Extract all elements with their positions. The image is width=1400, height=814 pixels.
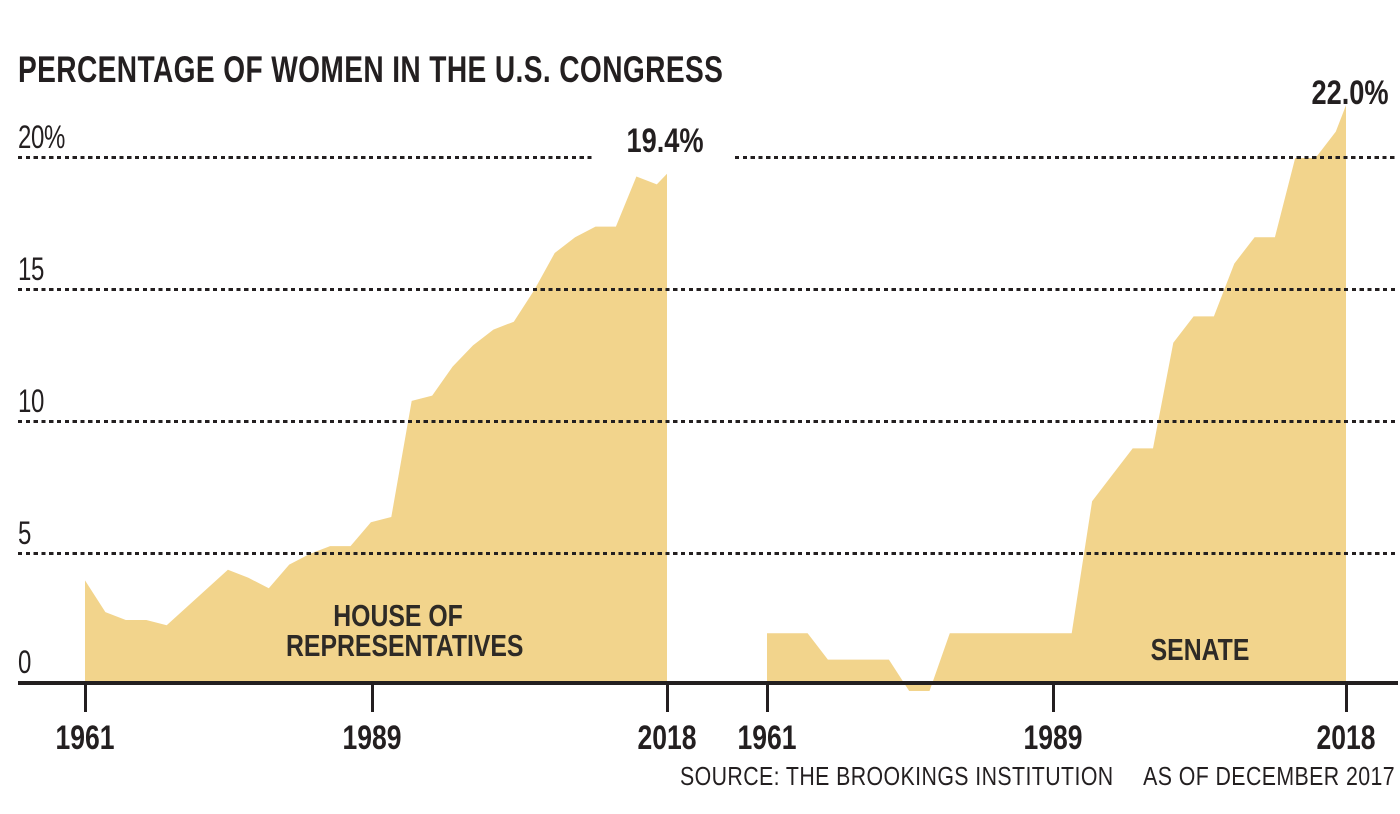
- source-note: SOURCE: THE BROOKINGS INSTITUTION AS OF …: [680, 761, 1395, 792]
- house-series-label-line1: HOUSE OF: [333, 598, 463, 633]
- senate-area-fill: [767, 105, 1346, 691]
- senate-peak-value-label: 22.0%: [1311, 74, 1389, 112]
- axis-tick-house-1961: [84, 685, 87, 712]
- gridline-20pct-right: [735, 156, 1398, 159]
- gridline-15pct: [18, 288, 1398, 291]
- axis-tick-senate-1961: [766, 685, 769, 712]
- house-series-label-line2: REPRESENTATIVES: [286, 628, 524, 663]
- y-axis-label-0: 0: [18, 644, 31, 680]
- gridline-10pct: [18, 420, 1398, 423]
- senate-series-label: SENATE: [1150, 632, 1250, 667]
- source-text: SOURCE: THE BROOKINGS INSTITUTION: [679, 761, 1114, 791]
- x-axis-label-house-2018: 2018: [637, 719, 697, 757]
- house-peak-value-label: 19.4%: [626, 122, 704, 160]
- x-axis-label-house-1961: 1961: [55, 719, 115, 757]
- axis-tick-house-2018: [666, 685, 669, 712]
- y-axis-label-5: 5: [18, 515, 31, 551]
- gridline-5pct: [18, 552, 1398, 555]
- x-axis-line: [18, 681, 1398, 685]
- x-axis-label-senate-1961: 1961: [737, 719, 797, 757]
- house-series-label: HOUSE OF REPRESENTATIVES: [286, 598, 524, 663]
- chart-title: PERCENTAGE OF WOMEN IN THE U.S. CONGRESS: [18, 49, 724, 90]
- y-axis-label-15: 15: [18, 251, 44, 287]
- x-axis-label-senate-2018: 2018: [1316, 719, 1376, 757]
- as-of-text: AS OF DECEMBER 2017: [1143, 761, 1395, 791]
- house-area-fill: [85, 173, 667, 686]
- gridline-20pct-left: [18, 156, 595, 159]
- x-axis-label-house-1989: 1989: [342, 719, 402, 757]
- x-axis-label-senate-1989: 1989: [1023, 719, 1083, 757]
- axis-tick-senate-2018: [1345, 685, 1348, 712]
- y-axis-label-10: 10: [18, 383, 44, 419]
- axis-tick-house-1989: [371, 685, 374, 712]
- y-axis-label-20: 20%: [18, 119, 65, 155]
- axis-tick-senate-1989: [1052, 685, 1055, 712]
